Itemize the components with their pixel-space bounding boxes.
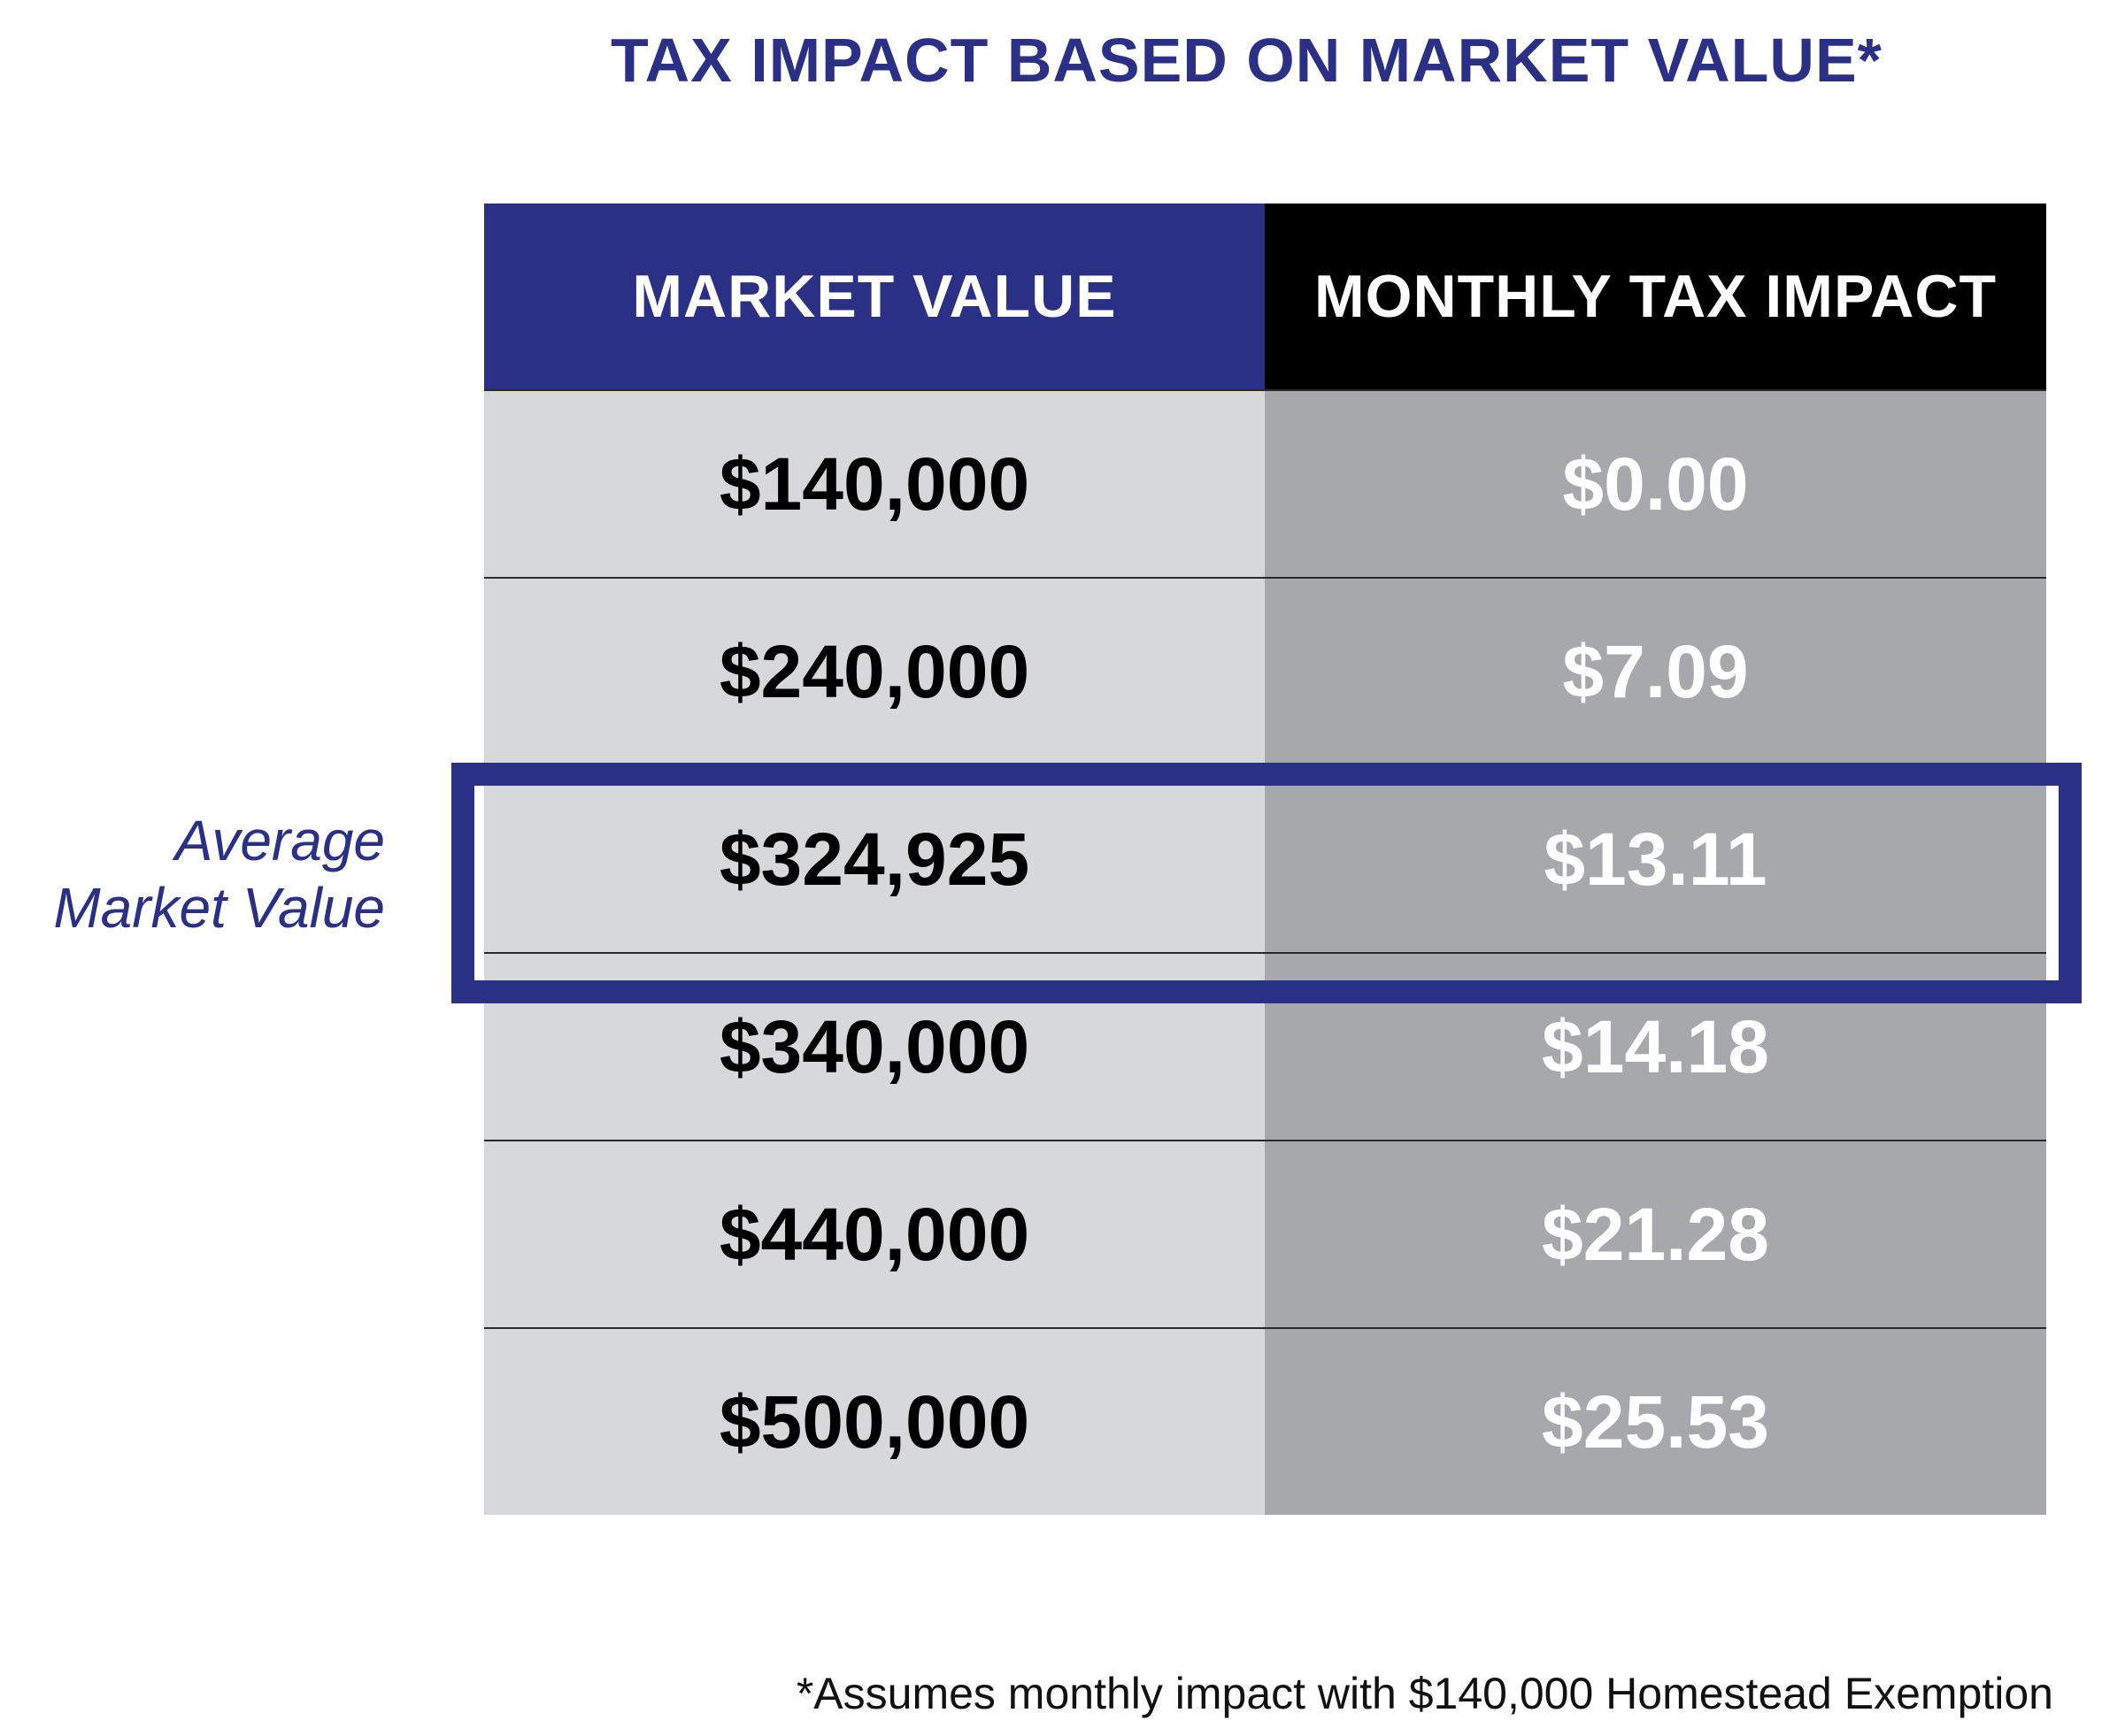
market-value-cell: $324,925: [484, 766, 1265, 952]
market-value-cell: $440,000: [484, 1141, 1265, 1327]
average-row-highlight-frame: [451, 763, 2082, 1003]
table-row: $500,000 $25.53: [484, 1327, 2046, 1515]
table-row-highlighted: $324,925 $13.11: [484, 764, 2046, 952]
chart-title: TAX IMPACT BASED ON MARKET VALUE*: [611, 26, 1883, 95]
table-row: $240,000 $7.09: [484, 577, 2046, 764]
table-row: $440,000 $21.28: [484, 1140, 2046, 1327]
table-row: $140,000 $0.00: [484, 389, 2046, 577]
tax-impact-cell: $13.11: [1265, 766, 2046, 952]
average-label-line1: Average: [174, 809, 385, 872]
tax-impact-cell: $0.00: [1265, 391, 2046, 577]
tax-impact-cell: $25.53: [1265, 1329, 2046, 1515]
tax-impact-cell: $7.09: [1265, 579, 2046, 764]
market-value-cell: $500,000: [484, 1329, 1265, 1515]
footnote: *Assumes monthly impact with $140,000 Ho…: [796, 1669, 2053, 1718]
market-value-cell: $240,000: [484, 579, 1265, 764]
average-market-value-label: Average Market Value: [0, 807, 385, 941]
average-label-line2: Market Value: [53, 876, 385, 940]
market-value-cell: $140,000: [484, 391, 1265, 577]
header-market-value: MARKET VALUE: [484, 204, 1265, 389]
header-monthly-tax-impact: MONTHLY TAX IMPACT: [1265, 204, 2046, 389]
tax-impact-cell: $21.28: [1265, 1141, 2046, 1327]
table-header: MARKET VALUE MONTHLY TAX IMPACT: [484, 204, 2046, 389]
